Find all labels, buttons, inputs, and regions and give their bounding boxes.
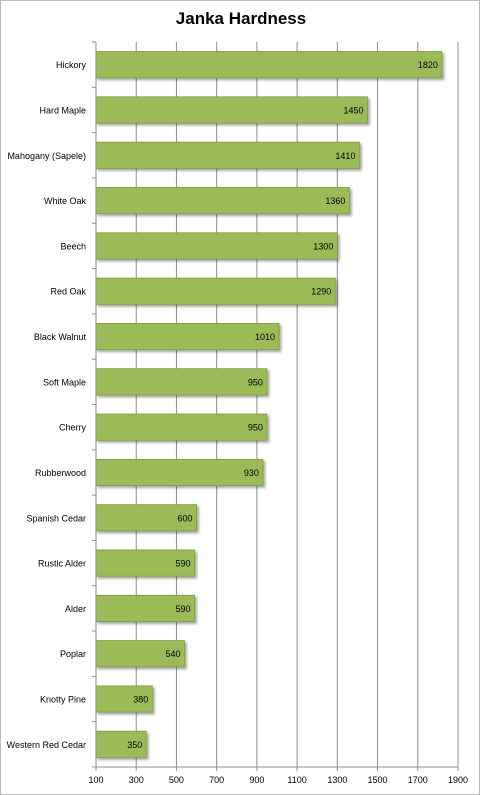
category-label: Spanish Cedar xyxy=(26,513,86,523)
data-label: 380 xyxy=(133,695,148,705)
x-tick-label: 1100 xyxy=(287,775,306,785)
bar xyxy=(95,277,336,305)
x-tick-label: 500 xyxy=(169,775,184,785)
data-label: 1010 xyxy=(255,332,275,342)
bar xyxy=(95,96,368,124)
bar xyxy=(95,504,197,532)
bar xyxy=(95,640,185,668)
data-label: 1300 xyxy=(313,241,333,251)
category-label: Alder xyxy=(65,604,86,614)
bar xyxy=(95,368,268,396)
data-label: 1450 xyxy=(343,105,363,115)
bar xyxy=(95,685,153,713)
data-label: 1410 xyxy=(335,151,355,161)
bar xyxy=(95,549,195,577)
data-label: 950 xyxy=(248,423,263,433)
data-label: 1820 xyxy=(418,60,438,70)
bar xyxy=(95,141,360,169)
category-label: Rustic Alder xyxy=(38,559,86,569)
category-label: Rubberwood xyxy=(35,468,86,478)
data-label: 930 xyxy=(244,468,259,478)
category-label: Beech xyxy=(60,241,86,251)
data-label: 1290 xyxy=(311,287,331,297)
category-label: Mahogany (Sapele) xyxy=(7,151,86,161)
category-label: Western Red Cedar xyxy=(7,740,86,750)
category-label: Knotty Pine xyxy=(40,695,86,705)
bar xyxy=(95,730,147,758)
category-label: Red Oak xyxy=(50,287,86,297)
data-label: 950 xyxy=(248,377,263,387)
bar xyxy=(95,322,280,351)
labels: 1820 Hickory 1450 Hard Maple 1410 Mahogany (S… xyxy=(7,60,438,750)
bar xyxy=(95,594,195,622)
data-label: 540 xyxy=(165,649,180,659)
category-label: Poplar xyxy=(60,649,86,659)
x-tick-label: 1500 xyxy=(368,775,388,785)
category-label: Hard Maple xyxy=(39,105,86,115)
x-tick-label: 1700 xyxy=(408,775,428,785)
bar xyxy=(95,413,268,441)
bar xyxy=(95,51,443,79)
x-tick-label: 700 xyxy=(209,775,224,785)
x-tick-label: 1900 xyxy=(448,775,468,785)
axes: 100 300 500 700 900 1100 1300 1500 1700 1900 xyxy=(88,41,468,785)
data-label: 590 xyxy=(176,559,191,569)
bar xyxy=(95,187,350,215)
data-label: 590 xyxy=(176,604,191,614)
chart-title: Janka Hardness xyxy=(175,9,307,28)
category-label: Black Walnut xyxy=(34,332,87,342)
data-label: 350 xyxy=(127,740,142,750)
x-tick-label: 100 xyxy=(88,775,103,785)
x-tick-label: 300 xyxy=(129,775,144,785)
category-label: Cherry xyxy=(59,423,87,433)
bars xyxy=(95,51,443,758)
bar xyxy=(95,458,264,487)
x-tick-label: 900 xyxy=(249,775,264,785)
data-label: 1360 xyxy=(325,196,345,206)
bar xyxy=(95,232,338,260)
x-tick-label: 1300 xyxy=(327,775,347,785)
category-label: Soft Maple xyxy=(43,377,86,387)
category-label: White Oak xyxy=(44,196,87,206)
data-label: 600 xyxy=(178,513,193,523)
category-label: Hickory xyxy=(56,60,87,70)
